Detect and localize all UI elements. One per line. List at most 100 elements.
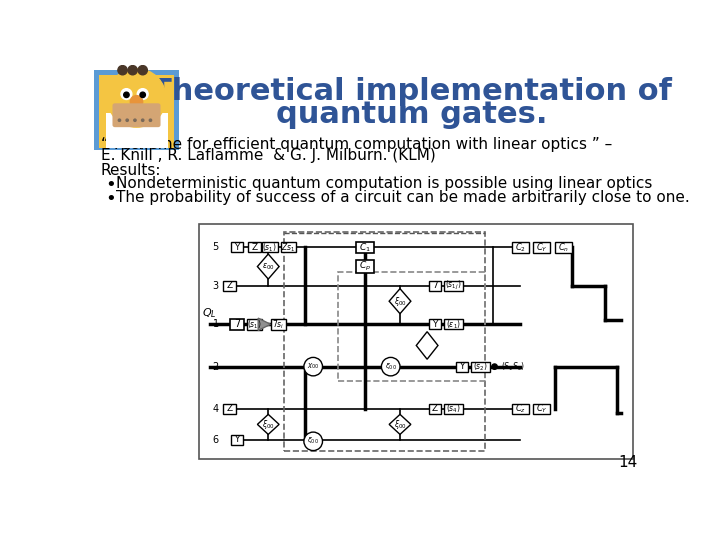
- Text: $(s_{1j})$: $(s_{1j})$: [445, 279, 462, 292]
- Text: Z: Z: [432, 404, 438, 414]
- Circle shape: [138, 89, 148, 99]
- Bar: [248, 242, 261, 252]
- Text: Z: Z: [226, 404, 233, 414]
- Text: 2: 2: [212, 362, 219, 372]
- Circle shape: [130, 96, 143, 108]
- Polygon shape: [258, 318, 271, 330]
- Bar: [512, 403, 528, 414]
- Text: The probability of success of a circuit can be made arbitrarily close to one.: The probability of success of a circuit …: [117, 190, 690, 205]
- Text: $(\varepsilon_1)$: $(\varepsilon_1)$: [446, 318, 461, 330]
- Bar: [512, 242, 528, 253]
- Bar: [223, 404, 235, 414]
- Text: $\xi_{00}$: $\xi_{00}$: [384, 362, 397, 372]
- Bar: [262, 242, 277, 252]
- Text: Y: Y: [235, 435, 240, 444]
- Bar: [428, 281, 441, 291]
- Text: 7: 7: [234, 319, 240, 329]
- FancyBboxPatch shape: [112, 103, 161, 127]
- Circle shape: [107, 69, 166, 127]
- Polygon shape: [416, 332, 438, 359]
- Text: Y: Y: [459, 362, 464, 371]
- Text: 1: 1: [212, 319, 219, 329]
- Circle shape: [124, 92, 129, 98]
- Circle shape: [492, 364, 498, 369]
- Bar: [338, 272, 485, 381]
- Text: $C_Y$: $C_Y$: [536, 403, 548, 415]
- Text: Nondeterministic quantum computation is possible using linear optics: Nondeterministic quantum computation is …: [117, 177, 653, 192]
- Text: $\xi_{00}$: $\xi_{00}$: [262, 418, 274, 431]
- Text: $(s_4)$: $(s_4)$: [446, 403, 461, 415]
- Circle shape: [126, 119, 128, 122]
- Bar: [230, 319, 244, 330]
- Text: $Zs_1$: $Zs_1$: [282, 241, 295, 254]
- Text: 6: 6: [212, 435, 219, 445]
- Text: $\chi_{00}$: $\chi_{00}$: [307, 362, 320, 371]
- Circle shape: [121, 89, 132, 99]
- Bar: [444, 404, 463, 414]
- Circle shape: [118, 119, 121, 122]
- Text: $\xi_{00}$: $\xi_{00}$: [307, 436, 319, 447]
- Text: •: •: [106, 177, 116, 194]
- Bar: [281, 242, 296, 252]
- Bar: [231, 242, 243, 252]
- Text: 3: 3: [212, 281, 219, 291]
- Text: $C_1$: $C_1$: [359, 241, 371, 254]
- Circle shape: [101, 94, 113, 106]
- Text: E. Knill , R. Laflamme  & G. J. Milburn. (KLM): E. Knill , R. Laflamme & G. J. Milburn. …: [101, 148, 436, 163]
- Text: $(s_1)$: $(s_1)$: [262, 241, 277, 254]
- Bar: [199, 224, 632, 459]
- Circle shape: [304, 357, 323, 376]
- Text: “A scheme for efficient quantum computation with linear optics ” –: “A scheme for efficient quantum computat…: [101, 137, 612, 152]
- Text: quantum gates.: quantum gates.: [276, 100, 547, 130]
- Bar: [428, 404, 441, 414]
- Text: Theoretical implementation of: Theoretical implementation of: [151, 77, 672, 106]
- Text: $(s_1)$: $(s_1)$: [247, 318, 262, 330]
- Text: 14: 14: [618, 455, 637, 470]
- Polygon shape: [389, 289, 411, 314]
- Circle shape: [128, 65, 138, 75]
- Bar: [271, 319, 286, 330]
- Circle shape: [382, 357, 400, 376]
- Bar: [555, 242, 572, 253]
- Text: Results:: Results:: [101, 164, 161, 178]
- Polygon shape: [389, 414, 411, 434]
- Text: Z: Z: [251, 243, 257, 252]
- Bar: [356, 242, 374, 253]
- Circle shape: [138, 65, 148, 75]
- Text: $C_2$: $C_2$: [515, 241, 526, 254]
- Text: 7: 7: [432, 281, 438, 291]
- Circle shape: [134, 119, 136, 122]
- Polygon shape: [258, 254, 279, 279]
- Text: $Q_L$: $Q_L$: [202, 307, 216, 320]
- Bar: [428, 319, 441, 329]
- Bar: [444, 319, 463, 329]
- Text: $C_Y$: $C_Y$: [536, 241, 548, 254]
- Bar: [284, 232, 485, 451]
- Circle shape: [304, 432, 323, 450]
- Bar: [223, 281, 235, 291]
- Text: Y: Y: [235, 243, 240, 252]
- FancyBboxPatch shape: [94, 70, 179, 150]
- Text: $7s_i$: $7s_i$: [272, 318, 284, 330]
- Circle shape: [142, 119, 144, 122]
- Bar: [534, 242, 550, 253]
- Circle shape: [140, 92, 145, 98]
- Text: $C_n$: $C_n$: [558, 241, 569, 254]
- Text: 4: 4: [212, 404, 219, 414]
- Text: $C_p$: $C_p$: [359, 260, 371, 273]
- Bar: [231, 435, 243, 445]
- Bar: [246, 319, 262, 330]
- Bar: [456, 362, 468, 372]
- Circle shape: [149, 119, 152, 122]
- Bar: [356, 260, 374, 273]
- Text: Z: Z: [226, 281, 233, 291]
- Text: $(s_2)$: $(s_2)$: [473, 360, 488, 373]
- Text: Y: Y: [432, 320, 438, 329]
- Bar: [534, 403, 550, 414]
- Circle shape: [118, 65, 127, 75]
- Text: $\xi_{00}$: $\xi_{00}$: [394, 295, 406, 308]
- Text: $C_z$: $C_z$: [515, 403, 526, 415]
- Text: $\xi_{00}$: $\xi_{00}$: [394, 418, 406, 431]
- Text: $\varepsilon_{00}$: $\varepsilon_{00}$: [262, 261, 274, 272]
- FancyBboxPatch shape: [106, 113, 168, 148]
